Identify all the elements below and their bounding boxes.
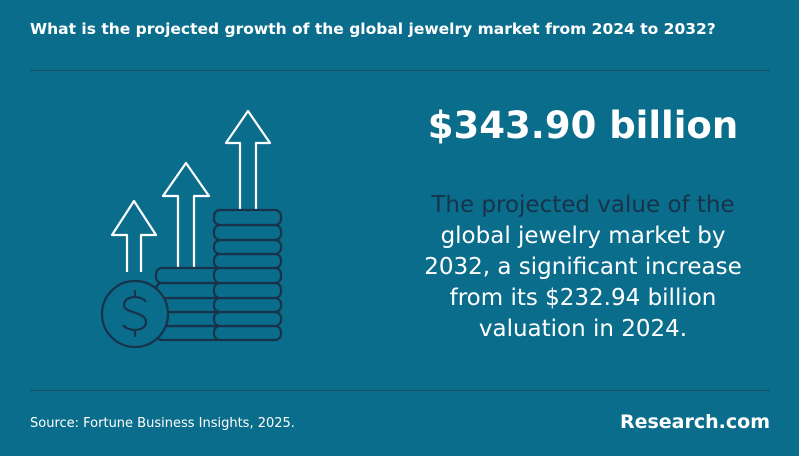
dollar-sign [122, 290, 148, 337]
coin [212, 238, 283, 256]
coin [212, 252, 283, 270]
coin-stacks [100, 208, 283, 349]
dollar-coin [100, 279, 170, 349]
title: What is the projected growth of the glob… [30, 20, 716, 38]
description: The projected value of the global jewelr… [408, 190, 758, 345]
arrow [224, 109, 272, 210]
coin [212, 324, 283, 342]
divider [30, 390, 770, 391]
coin [154, 281, 224, 300]
coin [212, 281, 283, 300]
coin [212, 310, 283, 328]
coin [212, 266, 283, 285]
coin [154, 266, 224, 285]
coin [212, 223, 283, 242]
arrow [161, 161, 211, 268]
description-lead: The projected value of the [431, 192, 735, 218]
description-rest: global jewelry market by 2032, a signifi… [424, 223, 742, 342]
coin [212, 208, 283, 227]
growth-icon [100, 109, 283, 349]
source: Source: Fortune Business Insights, 2025. [30, 416, 295, 431]
arrows [110, 109, 272, 272]
divider [30, 70, 770, 71]
highlight-value: $343.90 billion [427, 104, 739, 147]
brand: Research.com [619, 411, 770, 433]
coin [212, 296, 283, 314]
arrow [110, 199, 158, 272]
